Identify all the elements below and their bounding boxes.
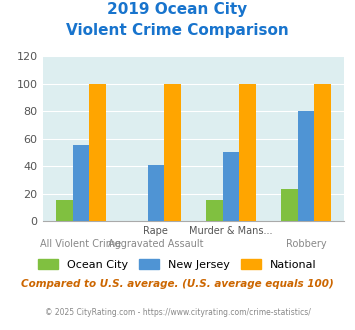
Bar bbox=[73, 146, 89, 221]
Bar bbox=[56, 200, 73, 221]
Text: Robbery: Robbery bbox=[286, 239, 327, 249]
Text: Aggravated Assault: Aggravated Assault bbox=[108, 239, 203, 249]
Bar bbox=[164, 83, 181, 221]
Bar bbox=[314, 83, 331, 221]
Bar bbox=[281, 189, 297, 221]
Bar bbox=[148, 165, 164, 221]
Text: Rape: Rape bbox=[143, 226, 168, 236]
Text: All Violent Crime: All Violent Crime bbox=[40, 239, 121, 249]
Legend: Ocean City, New Jersey, National: Ocean City, New Jersey, National bbox=[34, 255, 321, 274]
Text: Violent Crime Comparison: Violent Crime Comparison bbox=[66, 23, 289, 38]
Bar bbox=[206, 200, 223, 221]
Bar bbox=[297, 111, 314, 221]
Bar bbox=[239, 83, 256, 221]
Bar bbox=[223, 152, 239, 221]
Text: Compared to U.S. average. (U.S. average equals 100): Compared to U.S. average. (U.S. average … bbox=[21, 279, 334, 289]
Text: © 2025 CityRating.com - https://www.cityrating.com/crime-statistics/: © 2025 CityRating.com - https://www.city… bbox=[45, 308, 310, 316]
Text: Murder & Mans...: Murder & Mans... bbox=[190, 226, 273, 236]
Text: 2019 Ocean City: 2019 Ocean City bbox=[107, 2, 248, 16]
Bar bbox=[89, 83, 106, 221]
